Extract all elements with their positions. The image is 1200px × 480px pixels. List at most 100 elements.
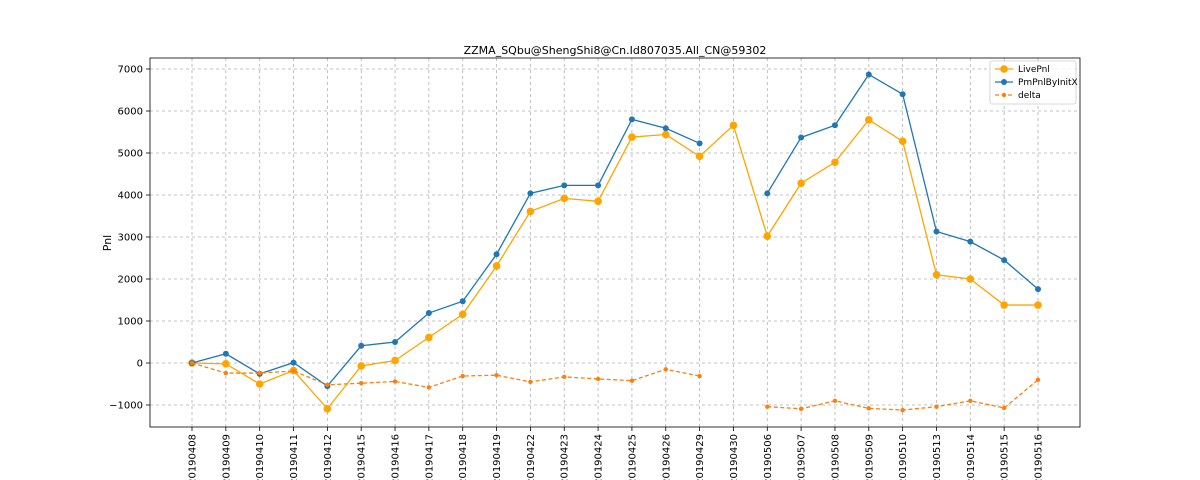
x-tick-label: 20190513: [932, 434, 943, 480]
data-point: [595, 182, 602, 189]
data-point: [831, 158, 839, 167]
data-point: [1035, 377, 1041, 382]
legend-item: PmPnlByInitX: [995, 78, 1078, 88]
data-point: [458, 310, 467, 319]
legend-marker: [1001, 79, 1007, 85]
data-point: [526, 207, 535, 216]
data-point: [1001, 405, 1007, 411]
data-point: [425, 310, 432, 317]
y-tick-label: 4000: [118, 191, 143, 202]
x-tick-label: 20190510: [898, 434, 909, 480]
x-tick-label: 20190419: [492, 434, 503, 480]
data-point: [899, 91, 906, 98]
legend-label: PmPnlByInitX: [1018, 78, 1078, 88]
data-point: [866, 406, 871, 411]
data-point: [257, 370, 262, 376]
data-point: [696, 140, 703, 147]
legend-marker: [1000, 65, 1008, 73]
series-line: [191, 118, 1038, 410]
data-point: [493, 251, 500, 258]
data-point: [561, 182, 568, 189]
data-point: [222, 360, 230, 368]
data-point: [1035, 286, 1041, 293]
series-line: [191, 118, 700, 387]
y-tick-label: −1000: [109, 401, 143, 412]
data-point: [290, 359, 297, 366]
data-point: [865, 116, 873, 124]
data-point: [628, 133, 636, 141]
data-point: [391, 356, 399, 365]
data-point: [697, 373, 702, 379]
x-tick-label: 20190415: [357, 434, 368, 480]
x-tick-label: 20190507: [797, 434, 808, 480]
data-point: [392, 379, 398, 384]
data-point: [223, 370, 229, 376]
y-tick-label: 1000: [118, 317, 143, 328]
data-point: [594, 197, 602, 206]
legend-marker: [1001, 92, 1007, 98]
data-point: [765, 404, 770, 409]
y-tick-label: 6000: [118, 107, 143, 118]
data-point: [1001, 257, 1008, 264]
x-tick-label: 20190514: [966, 434, 977, 480]
data-point: [661, 130, 670, 139]
x-tick-label: 20190417: [424, 434, 435, 480]
y-tick-label: 7000: [118, 65, 143, 76]
data-point: [595, 376, 601, 382]
data-point: [426, 385, 432, 390]
x-tick-label: 20190509: [864, 434, 875, 480]
data-point: [460, 373, 465, 379]
chart-title: ZZMA_SQbu@ShengShi8@Cn.Id807035.All_CN@5…: [464, 44, 767, 57]
y-tick-label: 5000: [118, 149, 143, 160]
data-point: [865, 71, 872, 78]
x-tick-label: 20190516: [1034, 434, 1045, 480]
data-point: [798, 406, 804, 411]
data-point: [255, 380, 264, 388]
x-tick-label: 20190410: [255, 434, 266, 480]
legend-box: [989, 60, 1077, 105]
x-axis: 20190408 20190409 20190410 20190411 20190412…: [188, 427, 1045, 480]
x-tick-label: 20190515: [1000, 434, 1011, 480]
data-point: [967, 238, 974, 245]
data-point: [291, 368, 296, 374]
data-point: [898, 137, 907, 146]
y-tick-label: 0: [137, 359, 143, 370]
series-LivePnl: [188, 116, 1042, 413]
series-delta: [189, 360, 1041, 413]
data-point: [222, 350, 229, 357]
x-tick-label: 20190418: [458, 434, 469, 480]
series-layer: [188, 71, 1042, 413]
x-tick-label: 20190426: [661, 434, 672, 480]
data-point: [797, 179, 805, 188]
data-point: [359, 380, 364, 386]
data-point: [763, 232, 772, 240]
data-point: [358, 342, 365, 349]
legend-label: delta: [1018, 91, 1041, 101]
x-tick-label: 20190411: [289, 434, 300, 480]
y-axis-label: Pnl: [101, 235, 114, 251]
data-point: [459, 298, 466, 305]
data-point: [966, 275, 975, 283]
data-point: [932, 271, 941, 279]
data-point: [527, 190, 534, 197]
x-tick-label: 20190408: [188, 434, 199, 480]
data-point: [662, 125, 669, 132]
y-tick-label: 3000: [118, 233, 143, 244]
data-point: [798, 134, 805, 141]
legend: LivePnl PmPnlByInitX delta: [989, 60, 1078, 105]
x-tick-label: 20190425: [627, 434, 638, 480]
data-point: [494, 372, 499, 378]
x-tick-label: 20190429: [695, 434, 706, 480]
series-line: [191, 362, 700, 389]
data-point: [663, 367, 668, 372]
legend-label: LivePnl: [1018, 65, 1050, 75]
series-PmPnlByInitX: [189, 71, 1041, 390]
data-point: [900, 407, 905, 413]
data-point: [934, 404, 939, 409]
x-tick-label: 20190412: [323, 434, 334, 480]
data-point: [831, 122, 838, 129]
grid-lines: [150, 58, 1080, 427]
data-point: [189, 360, 195, 366]
x-tick-label: 20190424: [594, 434, 605, 480]
